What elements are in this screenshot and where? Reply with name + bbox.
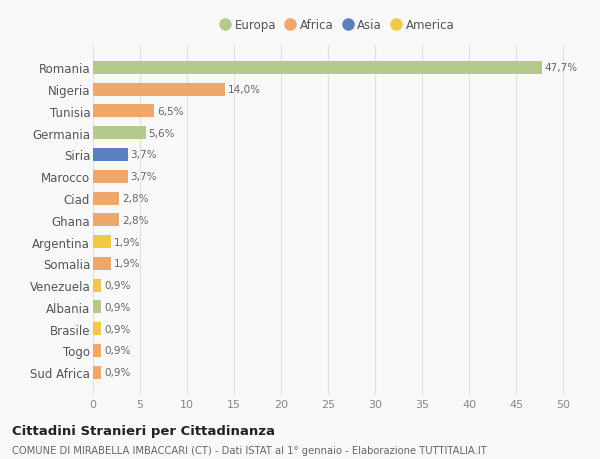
Bar (93, 62, 542, 75)
Bar (93, 84, 224, 96)
Text: 2,8%: 2,8% (122, 194, 149, 204)
Text: 0,9%: 0,9% (104, 367, 131, 377)
Text: 1,9%: 1,9% (113, 259, 140, 269)
Bar (93, 170, 128, 184)
Bar (93, 214, 119, 227)
Bar (93, 344, 101, 357)
Text: 3,7%: 3,7% (131, 150, 157, 160)
Bar (93, 366, 101, 379)
Text: 14,0%: 14,0% (227, 85, 260, 95)
Bar (93, 192, 119, 205)
Bar (93, 149, 128, 162)
Legend: Europa, Africa, Asia, America: Europa, Africa, Asia, America (218, 17, 457, 34)
Text: 47,7%: 47,7% (544, 63, 578, 73)
Text: 6,5%: 6,5% (157, 107, 184, 117)
Text: 1,9%: 1,9% (113, 237, 140, 247)
Bar (93, 301, 101, 313)
Text: 3,7%: 3,7% (131, 172, 157, 182)
Text: 2,8%: 2,8% (122, 215, 149, 225)
Bar (93, 257, 111, 270)
Text: Cittadini Stranieri per Cittadinanza: Cittadini Stranieri per Cittadinanza (12, 425, 275, 437)
Bar (93, 322, 101, 336)
Bar (93, 279, 101, 292)
Bar (93, 127, 146, 140)
Bar (93, 235, 111, 249)
Text: 5,6%: 5,6% (148, 129, 175, 139)
Text: COMUNE DI MIRABELLA IMBACCARI (CT) - Dati ISTAT al 1° gennaio - Elaborazione TUT: COMUNE DI MIRABELLA IMBACCARI (CT) - Dat… (12, 445, 487, 455)
Text: 0,9%: 0,9% (104, 324, 131, 334)
Text: 0,9%: 0,9% (104, 346, 131, 356)
Text: 0,9%: 0,9% (104, 302, 131, 312)
Bar (93, 105, 154, 118)
Text: 0,9%: 0,9% (104, 280, 131, 291)
